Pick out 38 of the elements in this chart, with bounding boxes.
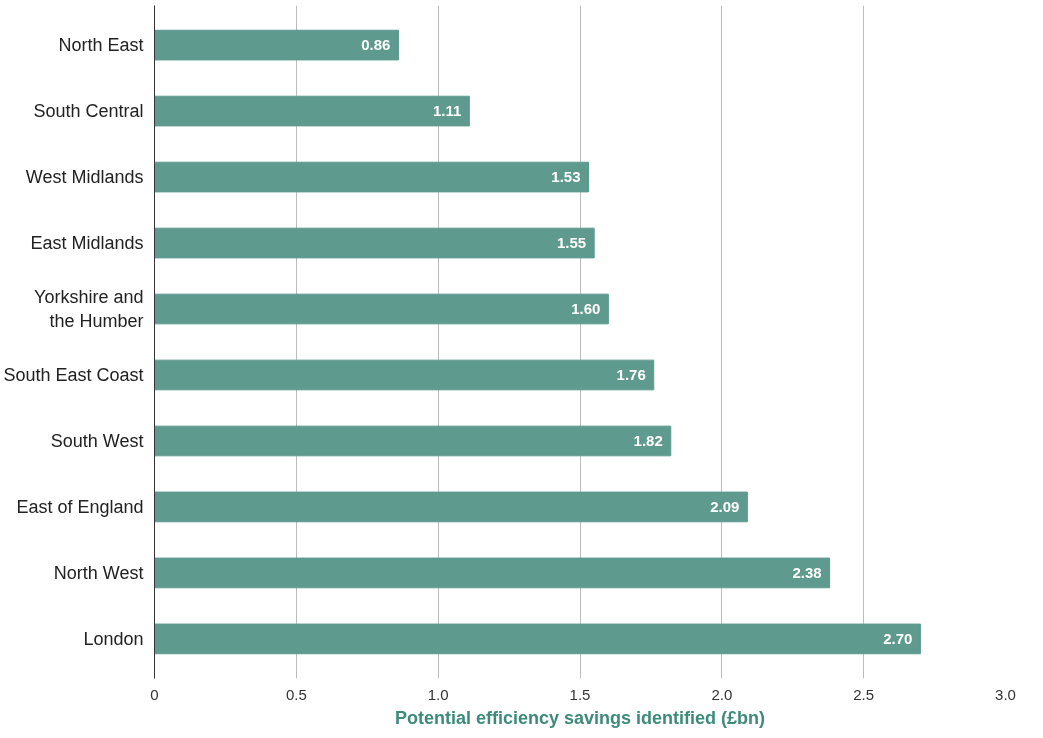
y-tick-label: East of England: [16, 496, 144, 517]
data-label: 1.60: [571, 300, 601, 318]
y-tick-label: Yorkshire and the Humber: [34, 287, 144, 332]
data-label: 0.86: [361, 36, 391, 54]
data-label: 2.70: [883, 629, 913, 647]
data-label: 1.11: [433, 102, 462, 120]
y-tick-label: South East Coast: [3, 364, 144, 385]
bar: [154, 557, 831, 589]
x-tick-label: 2.0: [711, 685, 733, 703]
bar: [154, 29, 399, 61]
data-label: 1.55: [556, 234, 587, 252]
x-tick-label: 1.0: [427, 685, 449, 703]
bar: [154, 623, 921, 655]
bar: [154, 359, 655, 391]
bar: [154, 227, 595, 259]
bar: [154, 95, 470, 127]
data-label: 1.53: [551, 168, 581, 186]
bar: [154, 425, 672, 457]
y-tick-label: London: [83, 628, 144, 649]
y-tick-label: North West: [53, 562, 144, 583]
y-tick-label: South Central: [33, 101, 144, 122]
data-label: 2.09: [710, 497, 740, 515]
y-tick-label: West Midlands: [25, 167, 144, 188]
y-tick-label: North East: [58, 35, 144, 56]
x-tick-label: 0.5: [285, 685, 307, 703]
bar: [154, 293, 609, 325]
x-tick-label: 2.5: [853, 685, 875, 703]
x-axis-title: Potential efficiency savings identified (£bn): [394, 707, 766, 728]
data-label: 1.82: [633, 431, 663, 449]
x-tick-label: 3.0: [995, 685, 1016, 703]
bar: [154, 161, 590, 193]
y-tick-label: South West: [50, 430, 144, 451]
x-tick-label: 0: [150, 685, 159, 703]
data-label: 2.38: [792, 563, 822, 581]
data-label: 1.76: [616, 365, 646, 383]
bar: [154, 491, 748, 523]
x-tick-label: 1.5: [569, 685, 591, 703]
y-tick-label: East Midlands: [30, 233, 144, 254]
